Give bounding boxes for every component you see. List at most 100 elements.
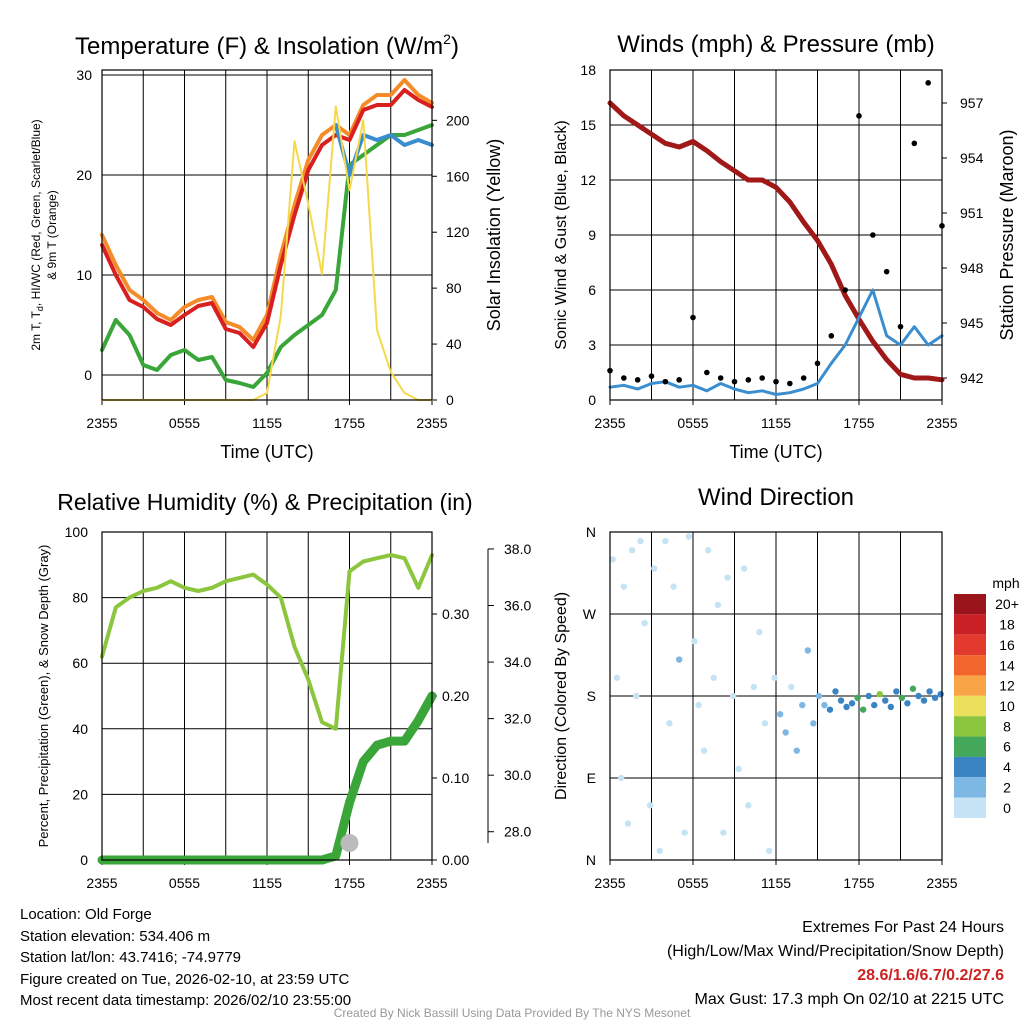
rh-snow-depth-point <box>340 834 359 853</box>
rh-y3-tick-label: 30.0 <box>504 767 531 783</box>
rh-x-tick-label: 1155 <box>252 875 282 891</box>
temp-y-label-sub: d <box>35 306 45 311</box>
dir-point <box>771 674 778 681</box>
wind-gust-point <box>883 268 890 275</box>
dir-frame <box>609 531 943 861</box>
temperature-insolation-panel: 2355 0555 1155 1755 2355 0 10 20 30 0 40 80 120 160 20… <box>29 31 504 462</box>
dir-point <box>848 700 856 707</box>
temp-x-tick-label: 2355 <box>416 415 447 431</box>
legend-label: 6 <box>1003 739 1011 755</box>
rh-y2-tick-label: 0.10 <box>442 770 469 786</box>
rh-x-tick-label: 1755 <box>334 875 365 891</box>
wind-y-tick-label: 6 <box>588 282 596 298</box>
dir-y-tick-label: N <box>586 852 596 868</box>
wind-x-tick-label: 1155 <box>761 415 791 431</box>
legend-label: 10 <box>999 698 1015 714</box>
rh-y-label: Percent, Precipitation (Green), & Snow D… <box>36 545 51 848</box>
dir-point <box>937 690 944 698</box>
rh-y-tick-label: 0 <box>80 852 88 868</box>
dir-point <box>761 720 769 727</box>
wind-gust-point <box>814 360 821 367</box>
wind-y2-tick-label: 942 <box>960 370 984 386</box>
wind-gust-point <box>731 378 738 385</box>
dir-point <box>750 683 758 691</box>
temp-y2-tick-label: 200 <box>446 112 470 128</box>
wind-gust-point <box>745 377 752 383</box>
rh-series-rh <box>100 553 434 731</box>
temp-y2-tick-label: 40 <box>446 336 462 352</box>
legend-label: 4 <box>1003 759 1011 775</box>
dir-x-tick-label: 1755 <box>843 875 874 891</box>
dir-point <box>609 556 616 563</box>
wind-y-tick-label: 12 <box>580 172 596 188</box>
temp-x-tick-label: 2355 <box>86 415 117 431</box>
wind-gust-point <box>842 287 848 293</box>
rh-y-tick-label: 60 <box>72 655 88 671</box>
dir-y-label: Direction (Colored By Speed) <box>553 592 570 800</box>
dir-point <box>617 774 625 782</box>
legend-label: 14 <box>999 657 1015 673</box>
temp-y2-label: Solar Insolation (Yellow) <box>484 139 504 331</box>
dir-point <box>735 765 742 773</box>
dir-point <box>710 674 717 681</box>
dir-point <box>793 747 800 754</box>
dir-point <box>821 701 828 709</box>
temp-y2-tick-label: 120 <box>446 224 470 240</box>
temp-y2-tick-label: 160 <box>446 168 470 184</box>
temp-series-2m-t <box>100 88 434 349</box>
rh-y2-tick-label: 0.00 <box>442 852 469 868</box>
rh-x-tick-label: 2355 <box>416 875 447 891</box>
wind-y2-tick-label: 954 <box>960 150 984 166</box>
dir-point <box>843 703 850 711</box>
created-text: Figure created on Tue, 2026-02-10, at 23… <box>20 970 350 988</box>
temp-title-sup: 2 <box>443 31 451 47</box>
temp-x-tick-label: 1755 <box>334 415 365 431</box>
dir-point <box>675 656 683 663</box>
rh-x-tick-label: 0555 <box>169 875 200 891</box>
wind-gust-point <box>925 80 931 86</box>
rh-y2-tick-label: 0.20 <box>442 688 469 704</box>
dir-point <box>666 720 673 727</box>
legend-swatch <box>954 777 986 798</box>
legend-swatch <box>954 594 986 615</box>
station-info: Location: Old Forge Station elevation: 5… <box>20 904 351 1012</box>
wind-gust-point <box>621 375 627 381</box>
dir-point <box>871 701 878 709</box>
temp-y-label-line2: & 9m T (Orange) <box>45 190 59 280</box>
dir-title: Wind Direction <box>698 484 854 511</box>
wind-gust-point <box>828 333 835 339</box>
legend-swatch <box>954 695 986 717</box>
dir-point <box>656 847 663 855</box>
dir-x-tick-label: 0555 <box>677 875 708 891</box>
dir-point <box>729 692 737 700</box>
wind-gust-point <box>759 375 765 381</box>
wind-gust-point <box>870 232 876 238</box>
extremes-title: Extremes For Past 24 Hours <box>802 919 1004 936</box>
dir-y-tick-label: N <box>586 524 596 540</box>
temp-y-label: 2m T, Td, HI/WC (Red, Green, Scarlet/Blu… <box>29 119 45 350</box>
dir-point <box>641 619 648 627</box>
dir-point <box>620 583 628 590</box>
wind-y2-tick-label: 957 <box>960 95 984 111</box>
dir-x-tick-label: 1155 <box>761 875 791 891</box>
rh-y-tick-label: 100 <box>65 524 89 540</box>
wind-gust-point <box>676 377 682 383</box>
legend-swatch <box>954 675 986 696</box>
dir-point <box>765 847 773 855</box>
legend-swatch <box>954 736 986 757</box>
legend-swatch <box>954 614 986 635</box>
temp-y-tick-label: 0 <box>84 367 92 383</box>
dir-point <box>898 694 906 702</box>
dir-point <box>810 720 817 727</box>
dir-point <box>799 701 806 709</box>
legend-label: 8 <box>1003 718 1011 734</box>
max-gust-text: Max Gust: 17.3 mph On 02/10 at 2215 UTC <box>694 991 1005 1008</box>
rh-y-tick-label: 80 <box>72 590 88 606</box>
dir-point <box>832 688 839 695</box>
dir-point <box>637 537 644 545</box>
legend-swatch <box>954 756 986 778</box>
legend-label: 16 <box>999 637 1015 653</box>
dir-point <box>700 747 708 754</box>
wind-gust-point <box>911 140 918 147</box>
extremes-subtitle: (High/Low/Max Wind/Precipitation/Snow De… <box>666 943 1004 960</box>
